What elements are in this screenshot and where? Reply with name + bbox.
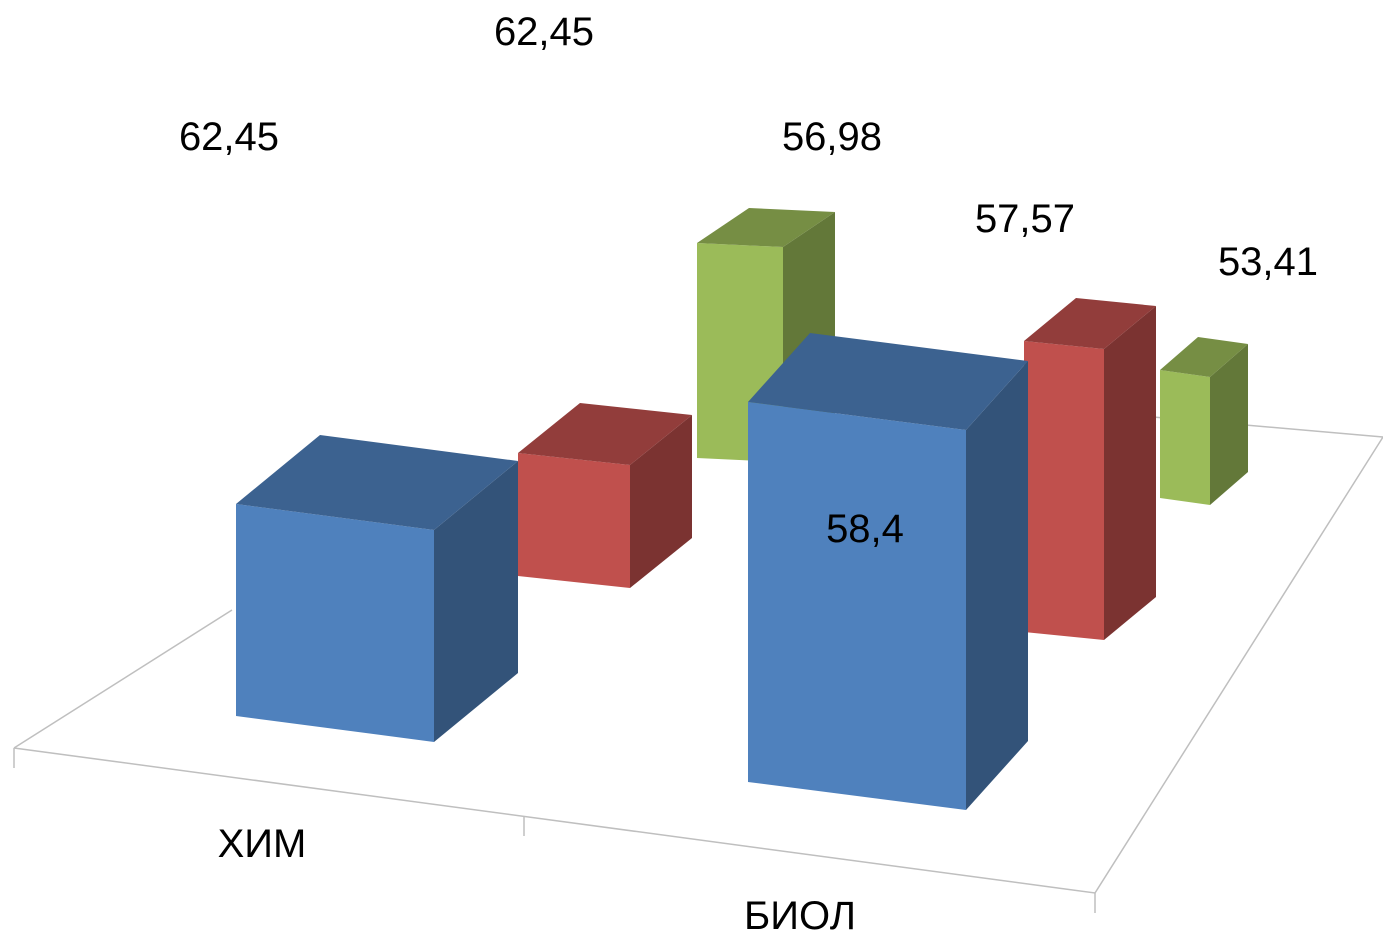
data-label: 62,45 [179, 115, 279, 159]
bar-БИОЛ-series-2 [1024, 298, 1156, 640]
bar-top-face [1024, 298, 1156, 349]
bar-top-face [236, 435, 518, 530]
data-label: 56,98 [782, 115, 882, 159]
x-axis-label: ХИМ [218, 822, 307, 866]
x-axis-label: БИОЛ [744, 894, 856, 938]
x-axis-labels: ХИМ БИОЛ [218, 822, 856, 938]
bar-top-face [748, 333, 1028, 430]
bar-front-face [518, 453, 630, 588]
bar-front-face [1024, 341, 1104, 640]
data-labels: 62,45 58,4 62,45 57,57 56,98 53,41 [179, 10, 1318, 551]
bar-front-face [748, 402, 966, 810]
bar-БИОЛ-series-1 [748, 333, 1028, 810]
bar-side-face [1210, 344, 1248, 505]
bar-top-face [1160, 337, 1248, 377]
data-label: 57,57 [975, 197, 1075, 241]
data-label: 58,4 [826, 507, 904, 551]
bar-front-face [236, 504, 434, 742]
data-label: 62,45 [494, 10, 594, 54]
bar-top-face [697, 208, 835, 247]
bar-side-face [1104, 306, 1156, 640]
bar-ХИМ-series-1 [236, 435, 518, 742]
bar-front-face [1160, 370, 1210, 505]
bar-side-face [434, 461, 518, 742]
bar-side-face [630, 415, 692, 588]
bar-БИОЛ-series-3 [1160, 337, 1248, 505]
bar-ХИМ-series-2 [518, 403, 692, 588]
bar-side-face [966, 361, 1028, 810]
data-label: 53,41 [1218, 240, 1318, 284]
bar-top-face [518, 403, 692, 465]
chart-bars [236, 208, 1248, 810]
